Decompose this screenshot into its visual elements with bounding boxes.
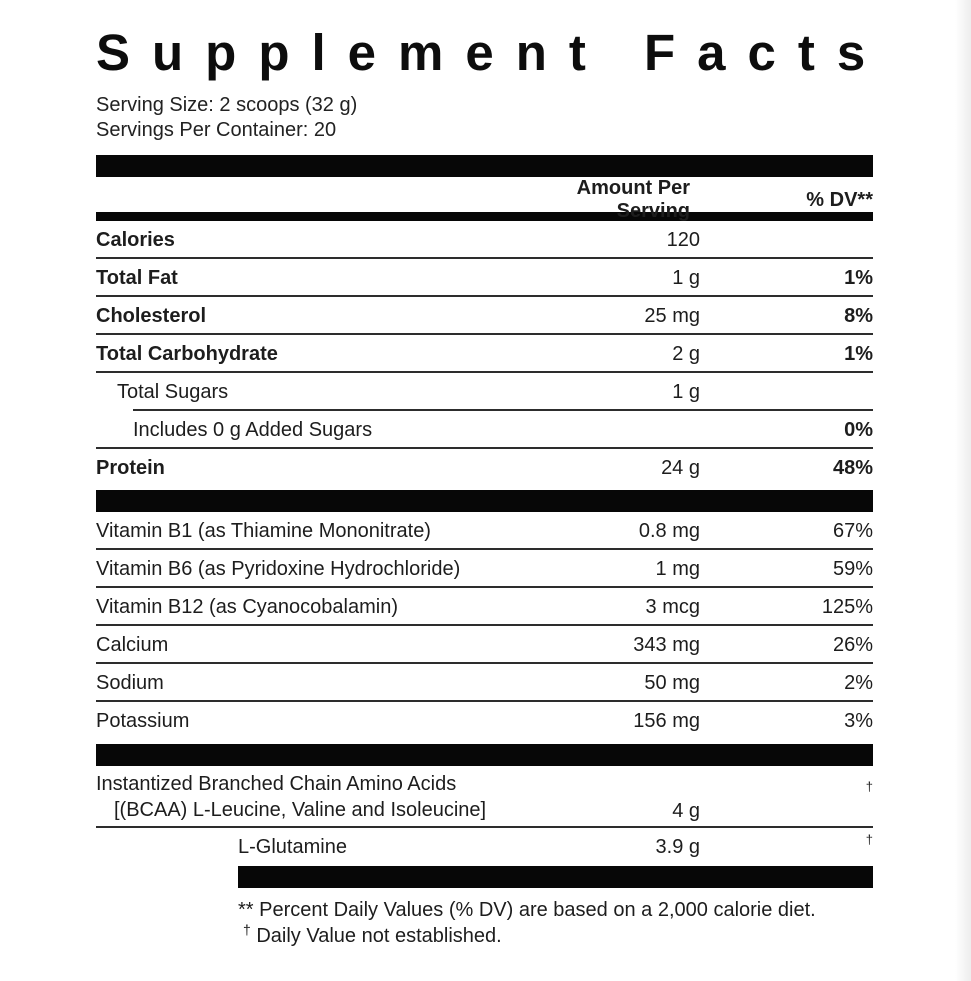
dagger-symbol: †	[865, 831, 873, 847]
amount-per-serving-header: Amount Per Serving	[576, 177, 690, 222]
nutrient-amount: 3 mcg	[645, 595, 700, 618]
nutrient-name: L-Glutamine	[238, 835, 347, 858]
table-row-protein: Protein 24 g 48%	[96, 449, 873, 487]
dagger-symbol: †	[243, 921, 251, 938]
nutrient-name: Total Fat	[96, 266, 178, 289]
supplement-facts-label: Supplement Facts Serving Size: 2 scoops …	[96, 27, 873, 949]
nutrient-name: Total Sugars	[117, 380, 229, 403]
footnotes: ** Percent Daily Values (% DV) are based…	[238, 897, 873, 949]
nutrient-dv: 3%	[844, 709, 873, 732]
page-edge-shadow	[955, 0, 971, 981]
percent-dv-header: % DV**	[806, 188, 873, 211]
nutrient-dv: 1%	[844, 342, 873, 365]
nutrient-dv: †	[700, 779, 873, 823]
nutrient-amount: 0.8 mg	[638, 519, 700, 542]
nutrient-amount: 1 mg	[655, 557, 700, 580]
table-header-row: Amount Per Serving % DV**	[96, 177, 873, 222]
nutrient-name-line1: Instantized Branched Chain Amino Acids	[96, 773, 457, 795]
nutrient-name-line2: [(BCAA) L-Leucine, Valine and Isoleucine…	[114, 799, 487, 821]
dagger-symbol: †	[865, 779, 873, 794]
nutrient-dv: 26%	[832, 633, 873, 656]
separator-bar-bottom	[238, 866, 873, 888]
table-row-added-sugars: Includes 0 g Added Sugars 0%	[96, 411, 873, 449]
separator-bar-minerals-aminos	[96, 744, 873, 766]
nutrient-amount: 4 g	[672, 800, 700, 822]
table-row-total-fat: Total Fat 1 g 1%	[96, 259, 873, 297]
table-row-cholesterol: Cholesterol 25 mg 8%	[96, 297, 873, 335]
nutrient-amount: 156 mg	[633, 709, 700, 732]
nutrient-name: Potassium	[96, 709, 190, 732]
table-row-bcaa: Instantized Branched Chain Amino Acids […	[96, 766, 873, 828]
nutrient-amount: 50 mg	[644, 671, 700, 694]
nutrient-dv: 59%	[832, 557, 873, 580]
nutrient-name: Cholesterol	[96, 304, 207, 327]
nutrient-name: Calcium	[96, 633, 169, 656]
table-row-vitamin-b12: Vitamin B12 (as Cyanocobalamin) 3 mcg 12…	[96, 588, 873, 626]
nutrient-name: Vitamin B1 (as Thiamine Mononitrate)	[96, 519, 431, 542]
table-row-calcium: Calcium 343 mg 26%	[96, 626, 873, 664]
nutrient-dv: †	[700, 832, 873, 859]
table-row-l-glutamine: L-Glutamine 3.9 g †	[96, 828, 873, 866]
footnote-percent-dv: ** Percent Daily Values (% DV) are based…	[238, 899, 816, 921]
separator-bar-top	[96, 155, 873, 177]
nutrient-name: Instantized Branched Chain Amino Acids […	[96, 771, 560, 823]
nutrient-name: Sodium	[96, 671, 164, 694]
nutrient-amount: 343 mg	[633, 633, 700, 656]
nutrient-dv: 0%	[844, 418, 873, 441]
label-title: Supplement Facts	[96, 24, 888, 81]
table-row-calories: Calories 120	[96, 221, 873, 259]
separator-bar-macros-vitamins	[96, 490, 873, 512]
nutrient-dv: 48%	[832, 456, 873, 479]
nutrient-name: Vitamin B12 (as Cyanocobalamin)	[96, 595, 399, 618]
table-row-total-carbohydrate: Total Carbohydrate 2 g 1%	[96, 335, 873, 373]
serving-size-line: Serving Size: 2 scoops (32 g)	[96, 94, 358, 116]
nutrient-name: Includes 0 g Added Sugars	[133, 418, 373, 441]
nutrient-name: Total Carbohydrate	[96, 342, 278, 365]
nutrient-amount: 120	[666, 228, 700, 251]
separator-bar-under-header	[96, 212, 873, 221]
table-row-total-sugars: Total Sugars 1 g	[96, 373, 873, 411]
footnote-daily-value-text: Daily Value not established.	[250, 925, 502, 947]
nutrient-name: Protein	[96, 456, 165, 479]
nutrient-amount: 2 g	[672, 342, 700, 365]
nutrient-name: Vitamin B6 (as Pyridoxine Hydrochloride)	[96, 557, 461, 580]
nutrient-amount: 25 mg	[644, 304, 700, 327]
nutrient-dv: 125%	[821, 595, 873, 618]
table-row-sodium: Sodium 50 mg 2%	[96, 664, 873, 702]
nutrient-name: Calories	[96, 228, 175, 251]
servings-per-container-line: Servings Per Container: 20	[96, 119, 337, 141]
table-row-vitamin-b6: Vitamin B6 (as Pyridoxine Hydrochloride)…	[96, 550, 873, 588]
nutrient-dv: 8%	[844, 304, 873, 327]
nutrient-dv: 2%	[844, 671, 873, 694]
nutrient-amount: 3.9 g	[655, 835, 700, 858]
footnote-daily-value: † Daily Value not established.	[238, 921, 873, 949]
nutrient-amount: 1 g	[672, 266, 700, 289]
nutrient-dv: 67%	[832, 519, 873, 542]
nutrient-amount: 24 g	[661, 456, 700, 479]
table-row-vitamin-b1: Vitamin B1 (as Thiamine Mononitrate) 0.8…	[96, 512, 873, 550]
nutrient-amount: 1 g	[672, 380, 700, 403]
nutrient-dv: 1%	[844, 266, 873, 289]
table-row-potassium: Potassium 156 mg 3%	[96, 702, 873, 740]
serving-info: Serving Size: 2 scoops (32 g) Servings P…	[96, 93, 873, 143]
